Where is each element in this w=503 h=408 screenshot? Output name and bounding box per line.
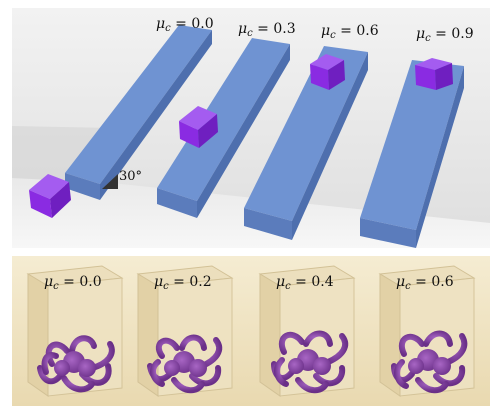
ramp-panel: 30° μc bbox=[12, 8, 490, 248]
ramp-3 bbox=[244, 46, 368, 240]
angle-label: 30° bbox=[119, 169, 142, 184]
cube-4 bbox=[415, 58, 453, 90]
octopus-3 bbox=[271, 330, 349, 394]
cube-3 bbox=[310, 54, 345, 90]
octopus-2 bbox=[147, 334, 223, 394]
bottom-label-2: μc = 0.2 bbox=[154, 274, 212, 292]
box-1 bbox=[26, 265, 124, 397]
angle-marker: 30° bbox=[102, 169, 142, 189]
top-label-3: μc = 0.6 bbox=[321, 23, 379, 41]
bottom-label-4: μc = 0.6 bbox=[396, 274, 454, 292]
bottom-label-1: μc = 0.0 bbox=[44, 274, 102, 292]
top-label-2: μc = 0.3 bbox=[238, 21, 296, 39]
top-label-4: μc = 0.9 bbox=[416, 26, 474, 44]
box-3 bbox=[258, 265, 356, 397]
box-2 bbox=[136, 265, 234, 397]
ramp-scene: 30° μc bbox=[12, 8, 490, 248]
octopus-4 bbox=[391, 330, 468, 394]
cube-2 bbox=[179, 106, 218, 148]
octopus-1 bbox=[37, 335, 115, 393]
cube-1 bbox=[29, 174, 71, 218]
octopus-scene: μc = 0.0 μc = 0.2 μc = 0.4 μc = 0.6 bbox=[12, 256, 490, 406]
ramp-2 bbox=[157, 38, 290, 218]
ramp-1 bbox=[65, 25, 212, 200]
top-label-1: μc = 0.0 bbox=[156, 16, 214, 34]
bottom-label-3: μc = 0.4 bbox=[276, 274, 334, 292]
box-4 bbox=[378, 265, 476, 397]
octopus-panel: μc = 0.0 μc = 0.2 μc = 0.4 μc = 0.6 bbox=[12, 256, 490, 406]
ramp-4 bbox=[360, 60, 464, 248]
